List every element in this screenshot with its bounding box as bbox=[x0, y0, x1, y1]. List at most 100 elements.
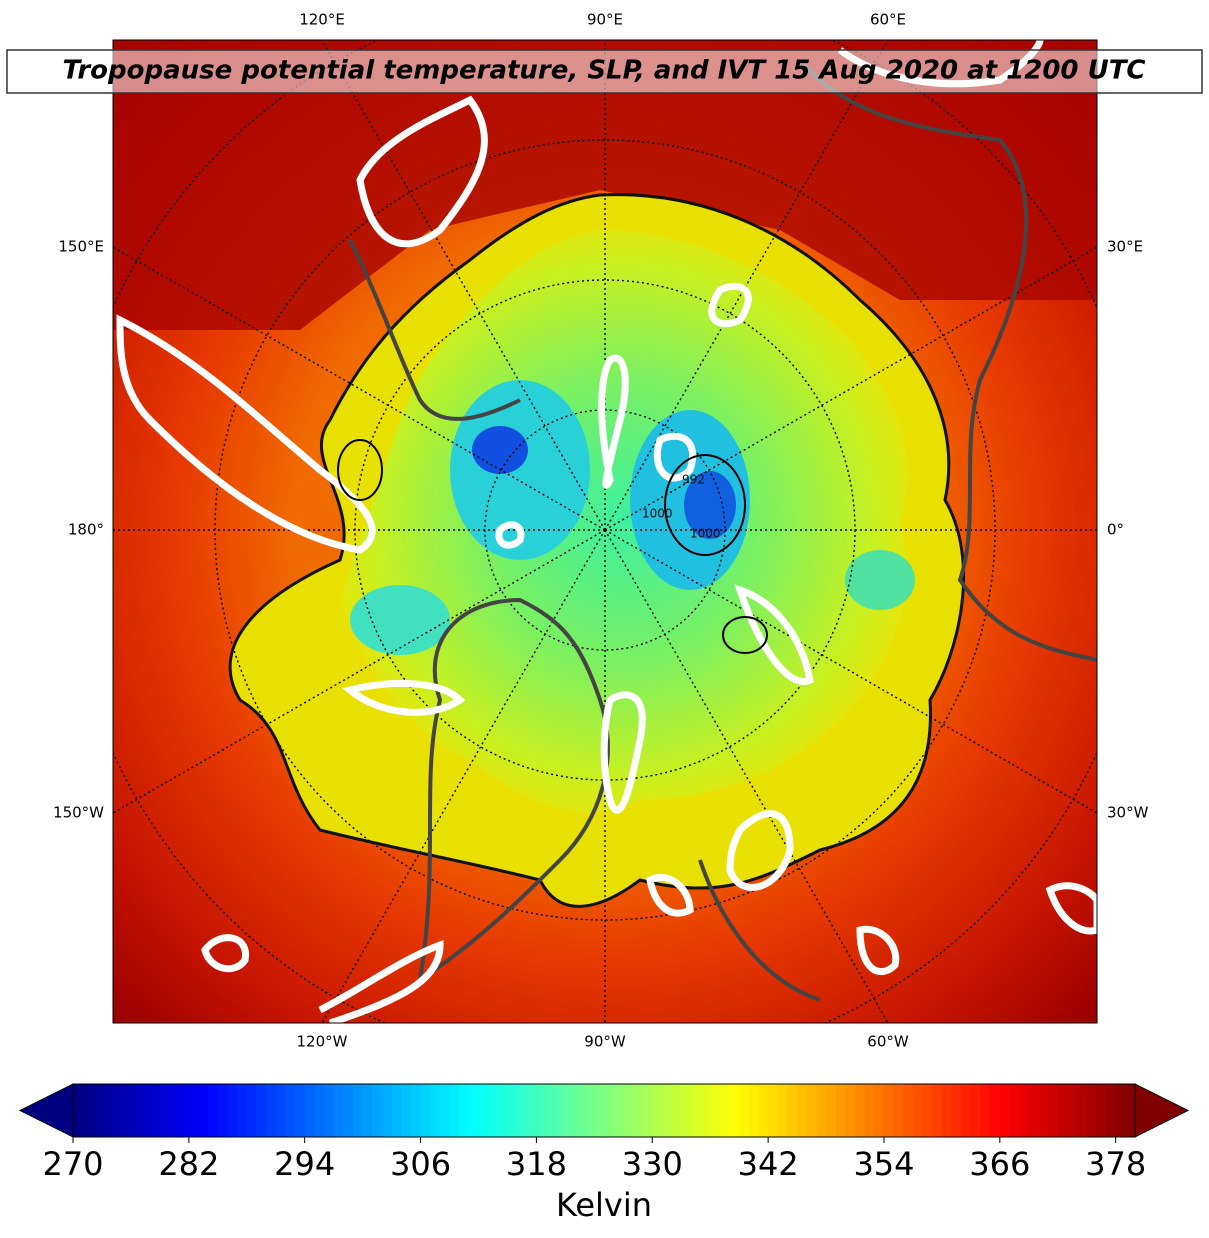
colorbar-swatch bbox=[304, 1084, 315, 1137]
lon-label: 150°W bbox=[53, 804, 104, 822]
contour-label: 992 bbox=[682, 473, 705, 487]
colorbar-swatch bbox=[903, 1084, 914, 1137]
colorbar-swatch bbox=[797, 1084, 808, 1137]
colorbar-swatch bbox=[575, 1084, 586, 1137]
colorbar-swatch bbox=[459, 1084, 470, 1137]
colorbar-extend-low bbox=[18, 1083, 74, 1138]
lon-label: 120°W bbox=[297, 1033, 348, 1051]
colorbar-swatch bbox=[256, 1084, 267, 1137]
colorbar-swatch bbox=[179, 1084, 190, 1137]
colorbar-swatch bbox=[961, 1084, 972, 1137]
colorbar-swatch bbox=[1009, 1084, 1020, 1137]
colorbar-swatch bbox=[285, 1084, 296, 1137]
colorbar-swatch bbox=[893, 1084, 904, 1137]
colorbar-swatch bbox=[1057, 1084, 1069, 1137]
colorbar-swatch bbox=[92, 1084, 103, 1137]
colorbar-swatch bbox=[246, 1084, 258, 1137]
colorbar-swatch bbox=[488, 1084, 499, 1137]
colorbar-swatch bbox=[613, 1084, 624, 1137]
colorbar-swatch bbox=[970, 1084, 982, 1137]
colorbar-tick-label: 330 bbox=[622, 1145, 683, 1183]
colorbar-swatch bbox=[690, 1084, 702, 1137]
colorbar-swatch bbox=[497, 1084, 509, 1137]
colorbar-swatch bbox=[864, 1084, 875, 1137]
colorbar-tick-label: 354 bbox=[853, 1145, 914, 1183]
colorbar-swatch bbox=[999, 1084, 1011, 1137]
colorbar-swatch bbox=[381, 1084, 393, 1137]
colorbar-swatch bbox=[188, 1084, 200, 1137]
colorbar-swatch bbox=[883, 1084, 895, 1137]
colorbar-swatch bbox=[546, 1084, 557, 1137]
colorbar-swatch bbox=[140, 1084, 151, 1137]
colorbar-swatch bbox=[536, 1084, 547, 1137]
colorbar-swatch bbox=[855, 1084, 866, 1137]
colorbar-tick-label: 282 bbox=[158, 1145, 219, 1183]
colorbar-swatch bbox=[652, 1084, 663, 1137]
colorbar-swatch bbox=[719, 1084, 731, 1137]
ivt-contours bbox=[116, 40, 1097, 1023]
colorbar-extend-high bbox=[1134, 1083, 1190, 1138]
colorbar-swatch bbox=[169, 1084, 180, 1137]
map-frame bbox=[112, 39, 1098, 1024]
colorbar: 270 282 294 306 318 330 342 354 366 378 bbox=[18, 1083, 1190, 1183]
contour-labels: 992 1000 1000 bbox=[642, 473, 721, 541]
colorbar-swatch bbox=[111, 1084, 122, 1137]
colorbar-swatch bbox=[700, 1084, 711, 1137]
colorbar-tick-label: 294 bbox=[274, 1145, 335, 1183]
colorbar-swatch bbox=[922, 1084, 933, 1137]
colorbar-swatch bbox=[661, 1084, 673, 1137]
cold-pool bbox=[450, 380, 590, 560]
colorbar-swatch bbox=[1048, 1084, 1059, 1137]
colorbar-swatch bbox=[1096, 1084, 1107, 1137]
lon-label: 60°W bbox=[867, 1033, 909, 1051]
colorbar-swatch bbox=[912, 1084, 924, 1137]
colorbar-swatch bbox=[1125, 1084, 1136, 1137]
colorbar-swatch bbox=[420, 1084, 431, 1137]
colorbar-swatch bbox=[555, 1084, 566, 1137]
colorbar-swatch bbox=[391, 1084, 402, 1137]
colorbar-swatch bbox=[507, 1084, 518, 1137]
colorbar-swatch bbox=[787, 1084, 798, 1137]
colorbar-swatch bbox=[748, 1084, 760, 1137]
coastlines bbox=[348, 58, 1097, 1002]
colorbar-swatch bbox=[275, 1084, 286, 1137]
colorbar-swatch bbox=[826, 1084, 837, 1137]
title-box bbox=[6, 49, 1203, 94]
colorbar-swatch bbox=[642, 1084, 653, 1137]
colorbar-swatch bbox=[208, 1084, 219, 1137]
colorbar-tick-label: 366 bbox=[969, 1145, 1030, 1183]
colorbar-tick-label: 306 bbox=[390, 1145, 451, 1183]
colorbar-swatch bbox=[130, 1084, 142, 1137]
title: Tropopause potential temperature, SLP, a… bbox=[62, 56, 1145, 86]
contour-label: 1000 bbox=[690, 527, 721, 541]
colorbar-swatch bbox=[584, 1084, 595, 1137]
colorbar-swatch bbox=[681, 1084, 692, 1137]
colorbar-swatch bbox=[1106, 1084, 1117, 1137]
lon-label: 90°E bbox=[587, 11, 623, 29]
colorbar-tick-label: 318 bbox=[506, 1145, 567, 1183]
colorbar-swatch bbox=[874, 1084, 885, 1137]
lon-label: 30°E bbox=[1107, 238, 1143, 256]
colorbar-swatch bbox=[324, 1084, 335, 1137]
cold-pool bbox=[350, 585, 450, 655]
colorbar-swatch bbox=[217, 1084, 229, 1137]
colorbar-swatch bbox=[333, 1084, 344, 1137]
lon-label: 150°E bbox=[58, 238, 104, 256]
cold-pool bbox=[845, 550, 915, 610]
colorbar-swatch bbox=[1067, 1084, 1078, 1137]
colorbar-swatch bbox=[594, 1084, 605, 1137]
cold-core bbox=[684, 471, 736, 539]
colorbar-swatch bbox=[632, 1084, 644, 1137]
colorbar-swatch bbox=[671, 1084, 682, 1137]
colorbar-swatch bbox=[159, 1084, 171, 1137]
colorbar-swatch bbox=[1115, 1084, 1126, 1137]
colorbar-swatch bbox=[729, 1084, 740, 1137]
colorbar-swatch bbox=[1038, 1084, 1049, 1137]
colorbar-swatch bbox=[941, 1084, 953, 1137]
lon-label: 90°W bbox=[584, 1033, 626, 1051]
colorbar-swatch bbox=[768, 1084, 779, 1137]
colorbar-swatch bbox=[777, 1084, 789, 1137]
colorbar-swatch bbox=[517, 1084, 528, 1137]
colorbar-swatch bbox=[526, 1084, 538, 1137]
